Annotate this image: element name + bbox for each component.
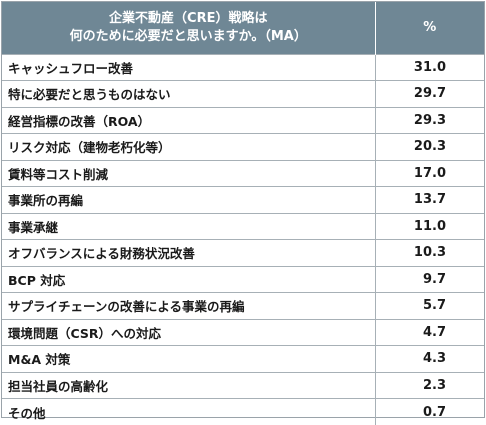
row-value: 10.3 bbox=[375, 240, 484, 267]
row-value: 20.3 bbox=[375, 134, 484, 161]
row-value: 29.3 bbox=[375, 107, 484, 134]
row-label: 事業所の再編 bbox=[2, 187, 375, 214]
row-label: 特に必要だと思うものはない bbox=[2, 81, 375, 108]
question-header: 企業不動産（CRE）戦略は 何のために必要だと思いますか。（MA） bbox=[2, 2, 375, 54]
row-value: 17.0 bbox=[375, 160, 484, 187]
row-value: 13.7 bbox=[375, 187, 484, 214]
percent-header: % bbox=[375, 2, 484, 54]
row-label: サプライチェーンの改善による事業の再編 bbox=[2, 293, 375, 320]
row-label: オフバランスによる財務状況改善 bbox=[2, 240, 375, 267]
question-header-line1: 企業不動産（CRE）戦略は bbox=[8, 10, 369, 28]
row-value: 4.7 bbox=[375, 319, 484, 346]
row-label: 経営指標の改善（ROA） bbox=[2, 107, 375, 134]
table-row: リスク対応（建物老朽化等）20.3 bbox=[2, 134, 484, 161]
question-header-line2: 何のために必要だと思いますか。（MA） bbox=[8, 28, 369, 46]
row-label: キャッシュフロー改善 bbox=[2, 54, 375, 81]
row-value: 31.0 bbox=[375, 54, 484, 81]
row-label: BCP 対応 bbox=[2, 266, 375, 293]
row-label: 環境問題（CSR）への対応 bbox=[2, 319, 375, 346]
row-label: リスク対応（建物老朽化等） bbox=[2, 134, 375, 161]
row-value: 9.7 bbox=[375, 266, 484, 293]
survey-table-container: 企業不動産（CRE）戦略は 何のために必要だと思いますか。（MA） % キャッシ… bbox=[1, 1, 485, 418]
row-value: 4.3 bbox=[375, 346, 484, 373]
table-row: 経営指標の改善（ROA）29.3 bbox=[2, 107, 484, 134]
row-value: 11.0 bbox=[375, 213, 484, 240]
row-label: その他 bbox=[2, 399, 375, 425]
table-header-row: 企業不動産（CRE）戦略は 何のために必要だと思いますか。（MA） % bbox=[2, 2, 484, 54]
row-label: 事業承継 bbox=[2, 213, 375, 240]
row-value: 2.3 bbox=[375, 372, 484, 399]
row-label: 賃料等コスト削減 bbox=[2, 160, 375, 187]
row-label: 担当社員の高齢化 bbox=[2, 372, 375, 399]
row-value: 0.7 bbox=[375, 399, 484, 425]
row-value: 5.7 bbox=[375, 293, 484, 320]
row-label: M&A 対策 bbox=[2, 346, 375, 373]
row-value: 29.7 bbox=[375, 81, 484, 108]
